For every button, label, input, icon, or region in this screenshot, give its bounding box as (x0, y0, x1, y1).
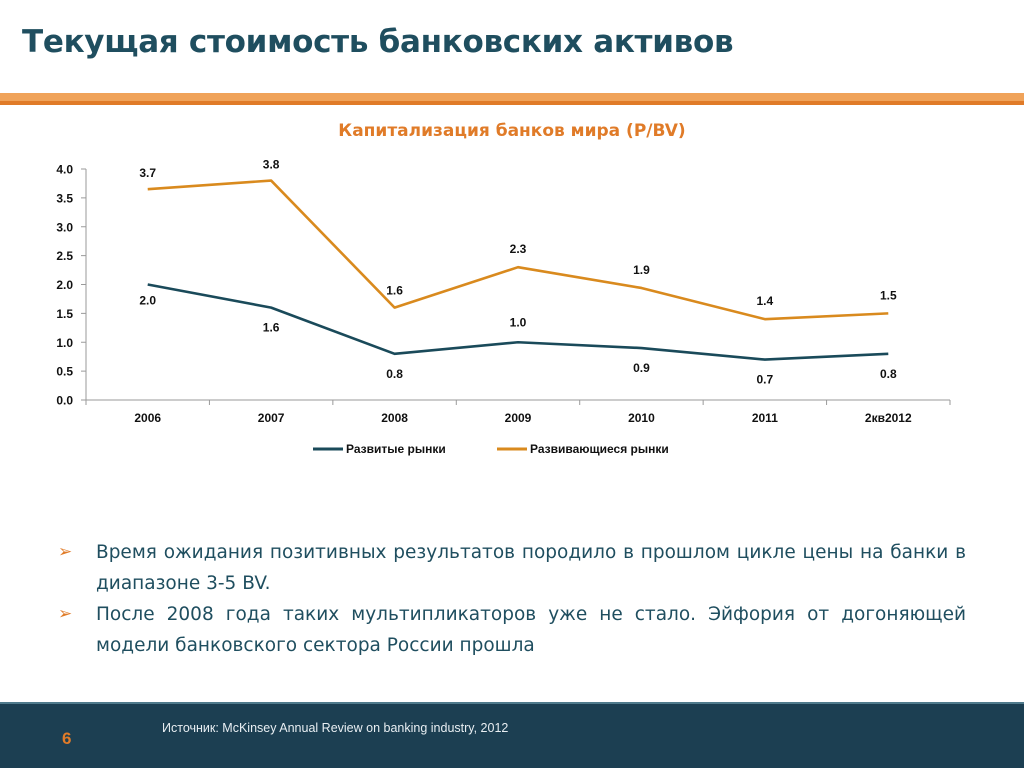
data-label: 1.6 (386, 284, 403, 298)
data-label: 1.0 (510, 315, 527, 329)
x-tick-label: 2011 (752, 411, 778, 425)
data-label: 1.5 (880, 288, 897, 302)
legend-label: Развивающиеся рынки (530, 442, 669, 456)
data-label: 0.9 (633, 361, 650, 375)
data-label: 0.8 (386, 367, 403, 381)
bullet-text: После 2008 года таких мультипликаторов у… (96, 604, 966, 656)
series-line (147, 283, 889, 361)
y-tick-label: 2.5 (56, 249, 73, 263)
x-tick-label: 2009 (505, 411, 532, 425)
data-label: 0.7 (757, 373, 774, 387)
y-tick-label: 2.0 (56, 278, 73, 292)
bullet-list: ➢ Время ожидания позитивных результатов … (58, 537, 966, 661)
source-note: Источник: McKinsey Annual Review on bank… (162, 721, 509, 735)
data-label: 1.6 (263, 321, 280, 335)
line-chart: 0.0 0.5 1.0 1.5 2.0 2.5 3.0 3.5 4.0 2006 2007 2008 2… (56, 158, 951, 456)
data-label: 1.4 (757, 294, 774, 308)
x-tick-label: 2кв2012 (865, 411, 912, 425)
chart-title: Капитализация банков мира (P/BV) (338, 121, 686, 141)
page-title: Текущая стоимость банковских активов (22, 24, 734, 60)
y-tick-label: 1.5 (56, 307, 73, 321)
bullet-text: Время ожидания позитивных результатов по… (96, 542, 966, 594)
data-label: 2.3 (510, 242, 527, 256)
title-divider-accent (0, 101, 1024, 105)
bullet-item: ➢ После 2008 года таких мультипликаторов… (58, 599, 966, 661)
x-tick-label: 2006 (134, 411, 161, 425)
y-tick-label: 3.0 (56, 220, 73, 234)
bullet-item: ➢ Время ожидания позитивных результатов … (58, 537, 966, 599)
y-tick-label: 3.5 (56, 191, 73, 205)
x-tick-label: 2010 (628, 411, 655, 425)
series-line (147, 179, 889, 321)
x-tick-label: 2008 (381, 411, 408, 425)
legend-label: Развитые рынки (346, 442, 446, 456)
y-tick-label: 1.0 (56, 336, 73, 350)
footer-bar: 6 Источник: McKinsey Annual Review on ba… (0, 702, 1024, 768)
arrow-bullet-icon: ➢ (58, 604, 73, 624)
data-label: 3.8 (263, 158, 280, 172)
data-label: 2.0 (139, 294, 156, 308)
title-divider (0, 93, 1024, 101)
page-number: 6 (62, 729, 72, 748)
footer-stripe (0, 702, 1024, 704)
arrow-bullet-icon: ➢ (58, 542, 73, 562)
data-label: 1.9 (633, 263, 650, 277)
data-label: 0.8 (880, 367, 897, 381)
y-tick-label: 0.5 (56, 365, 73, 379)
y-tick-label: 0.0 (56, 394, 73, 408)
x-tick-label: 2007 (258, 411, 285, 425)
y-tick-label: 4.0 (56, 163, 73, 177)
data-label: 3.7 (139, 166, 156, 180)
